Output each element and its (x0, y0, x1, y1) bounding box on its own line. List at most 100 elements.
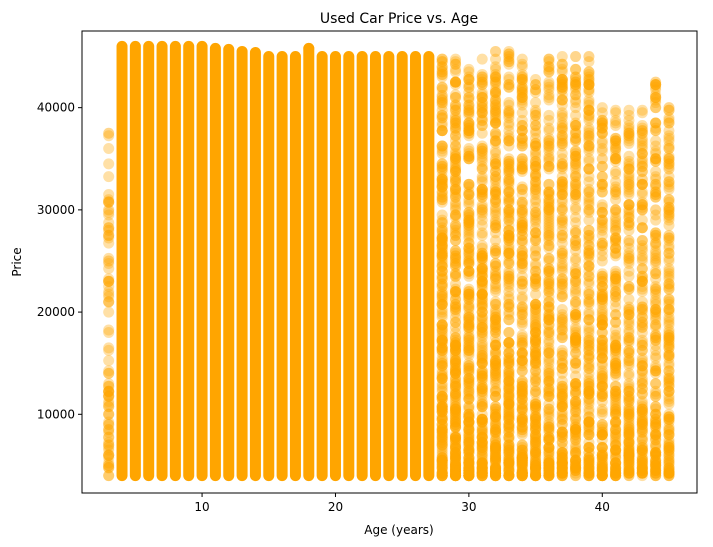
data-point (490, 186, 502, 198)
data-point (450, 268, 462, 280)
data-point (450, 298, 462, 310)
data-point (583, 153, 595, 165)
data-point (436, 431, 448, 443)
data-point (103, 431, 115, 443)
data-point (436, 109, 448, 121)
data-point (450, 99, 462, 111)
data-point (450, 166, 462, 178)
data-point (463, 91, 475, 103)
data-point (596, 408, 608, 420)
data-point (463, 439, 475, 451)
data-point (476, 275, 488, 287)
data-point (103, 396, 115, 408)
data-point (436, 401, 448, 413)
data-point (463, 467, 475, 479)
data-point (490, 411, 502, 423)
data-point (476, 431, 488, 443)
data-point (476, 270, 488, 282)
data-point (450, 140, 462, 152)
data-point (476, 53, 488, 65)
data-point (450, 350, 462, 362)
data-point (450, 385, 462, 397)
data-point (476, 470, 488, 482)
data-point (436, 270, 448, 282)
data-point (463, 344, 475, 356)
data-point (450, 63, 462, 75)
data-point (463, 373, 475, 385)
y-axis-label: Price (10, 247, 24, 276)
data-point (450, 452, 462, 464)
data-point (436, 194, 448, 206)
data-point (476, 316, 488, 328)
data-point (436, 329, 448, 341)
data-point (476, 467, 488, 479)
data-point (436, 125, 448, 137)
data-point (463, 109, 475, 121)
data-point (583, 51, 595, 63)
data-point (436, 401, 448, 413)
data-point (476, 263, 488, 275)
data-point (436, 360, 448, 372)
data-point (650, 178, 662, 190)
data-point (650, 298, 662, 310)
data-point (436, 411, 448, 423)
data-point (450, 467, 462, 479)
data-point (476, 206, 488, 218)
data-point (476, 444, 488, 456)
data-point (436, 53, 448, 65)
data-point (476, 91, 488, 103)
data-point (463, 286, 475, 298)
data-point (463, 329, 475, 341)
data-point (476, 429, 488, 441)
data-point (570, 109, 582, 121)
data-point (583, 247, 595, 259)
data-point (450, 470, 462, 482)
data-point (436, 431, 448, 443)
data-point (450, 306, 462, 318)
data-point (476, 465, 488, 477)
data-point (450, 153, 462, 165)
data-point (610, 424, 622, 436)
data-point (463, 362, 475, 374)
data-point (463, 365, 475, 377)
data-point (436, 365, 448, 377)
point-band (316, 51, 328, 482)
point-band (396, 51, 408, 482)
data-point (463, 153, 475, 165)
data-point (436, 465, 448, 477)
data-point (450, 321, 462, 333)
data-point (463, 454, 475, 466)
data-point (476, 370, 488, 382)
data-point (436, 214, 448, 226)
data-point (463, 470, 475, 482)
data-point (436, 288, 448, 300)
data-point (583, 421, 595, 433)
data-point (476, 306, 488, 318)
data-point (476, 413, 488, 425)
data-point (476, 329, 488, 341)
data-point (436, 181, 448, 193)
data-point (610, 408, 622, 420)
data-point (436, 281, 448, 293)
data-point (103, 424, 115, 436)
data-point (436, 247, 448, 259)
data-point (436, 334, 448, 346)
data-point (450, 334, 462, 346)
data-point (436, 209, 448, 221)
data-point (436, 459, 448, 471)
data-point (450, 390, 462, 402)
data-point (556, 214, 568, 226)
data-point (450, 408, 462, 420)
data-point (636, 355, 648, 367)
data-point (516, 107, 528, 119)
data-point (543, 204, 555, 216)
data-point (476, 189, 488, 201)
data-point (463, 181, 475, 193)
data-point (450, 130, 462, 142)
data-point (463, 194, 475, 206)
data-point (450, 452, 462, 464)
data-point (450, 457, 462, 469)
data-point (543, 76, 555, 88)
data-point (476, 298, 488, 310)
data-point (450, 434, 462, 446)
